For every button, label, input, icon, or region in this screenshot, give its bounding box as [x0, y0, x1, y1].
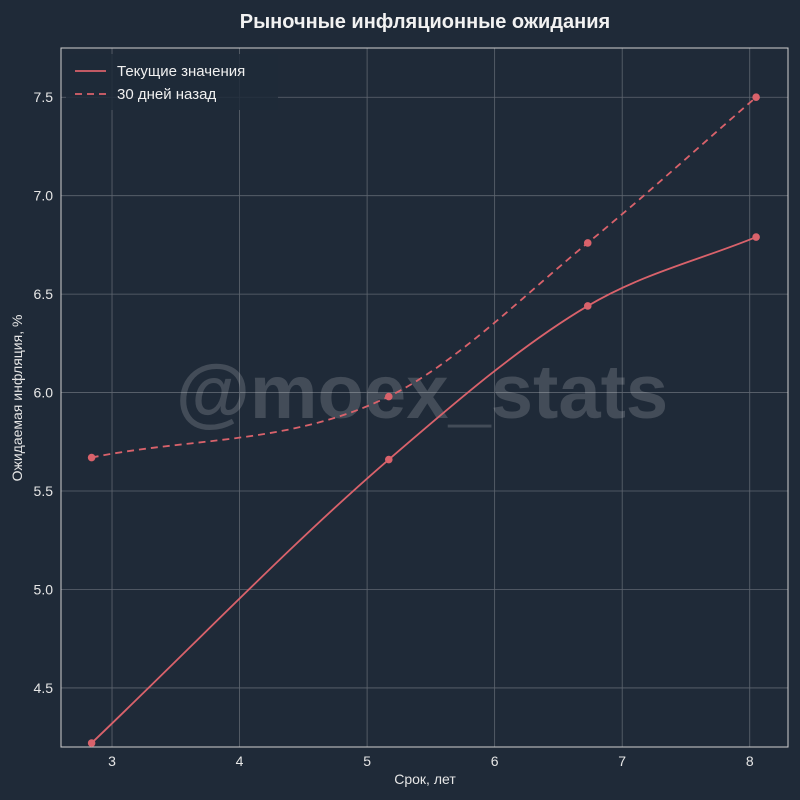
y-tick-label: 4.5	[34, 680, 54, 696]
data-point	[384, 392, 393, 401]
series-line-1	[91, 96, 757, 459]
x-tick-label: 8	[746, 753, 754, 769]
x-tick-labels: 3 4 5 6 7 8	[108, 753, 754, 769]
y-tick-label: 5.0	[34, 581, 54, 597]
y-tick-label: 5.5	[34, 483, 54, 499]
x-axis-label: Срок, лет	[394, 771, 456, 787]
data-point	[583, 239, 592, 247]
plot-frame	[60, 47, 789, 748]
legend-entry-current: Текущие значения	[117, 63, 245, 80]
data-point	[583, 302, 592, 310]
series-line-0	[90, 236, 757, 744]
data-point	[87, 453, 96, 462]
grid-lines	[61, 48, 788, 747]
x-tick-label: 3	[108, 753, 116, 769]
legend-box	[66, 54, 278, 110]
watermark: @moex_stats	[176, 350, 668, 435]
data-point	[87, 739, 96, 747]
y-tick-label: 7.0	[34, 188, 54, 204]
legend-entry-30d: 30 дней назад	[117, 86, 216, 103]
y-axis-label: Ожидаемая инфляция, %	[9, 315, 25, 482]
y-tick-labels: 4.5 5.0 5.5 6.0 6.5 7.0 7.5	[34, 89, 54, 696]
data-point	[752, 233, 760, 241]
data-point	[752, 93, 760, 102]
x-tick-label: 6	[491, 753, 499, 769]
chart-title: Рыночные инфляционные ожидания	[240, 11, 610, 33]
series-1	[87, 93, 760, 462]
x-tick-label: 5	[363, 753, 371, 769]
data-point	[384, 455, 393, 464]
series-layer	[87, 93, 760, 747]
y-tick-label: 6.5	[34, 286, 54, 302]
y-tick-label: 7.5	[34, 89, 54, 105]
legend: Текущие значения 30 дней назад	[66, 54, 278, 110]
series-0	[87, 233, 760, 747]
x-tick-label: 7	[618, 753, 626, 769]
x-tick-label: 4	[236, 753, 244, 769]
y-tick-label: 6.0	[34, 385, 54, 401]
